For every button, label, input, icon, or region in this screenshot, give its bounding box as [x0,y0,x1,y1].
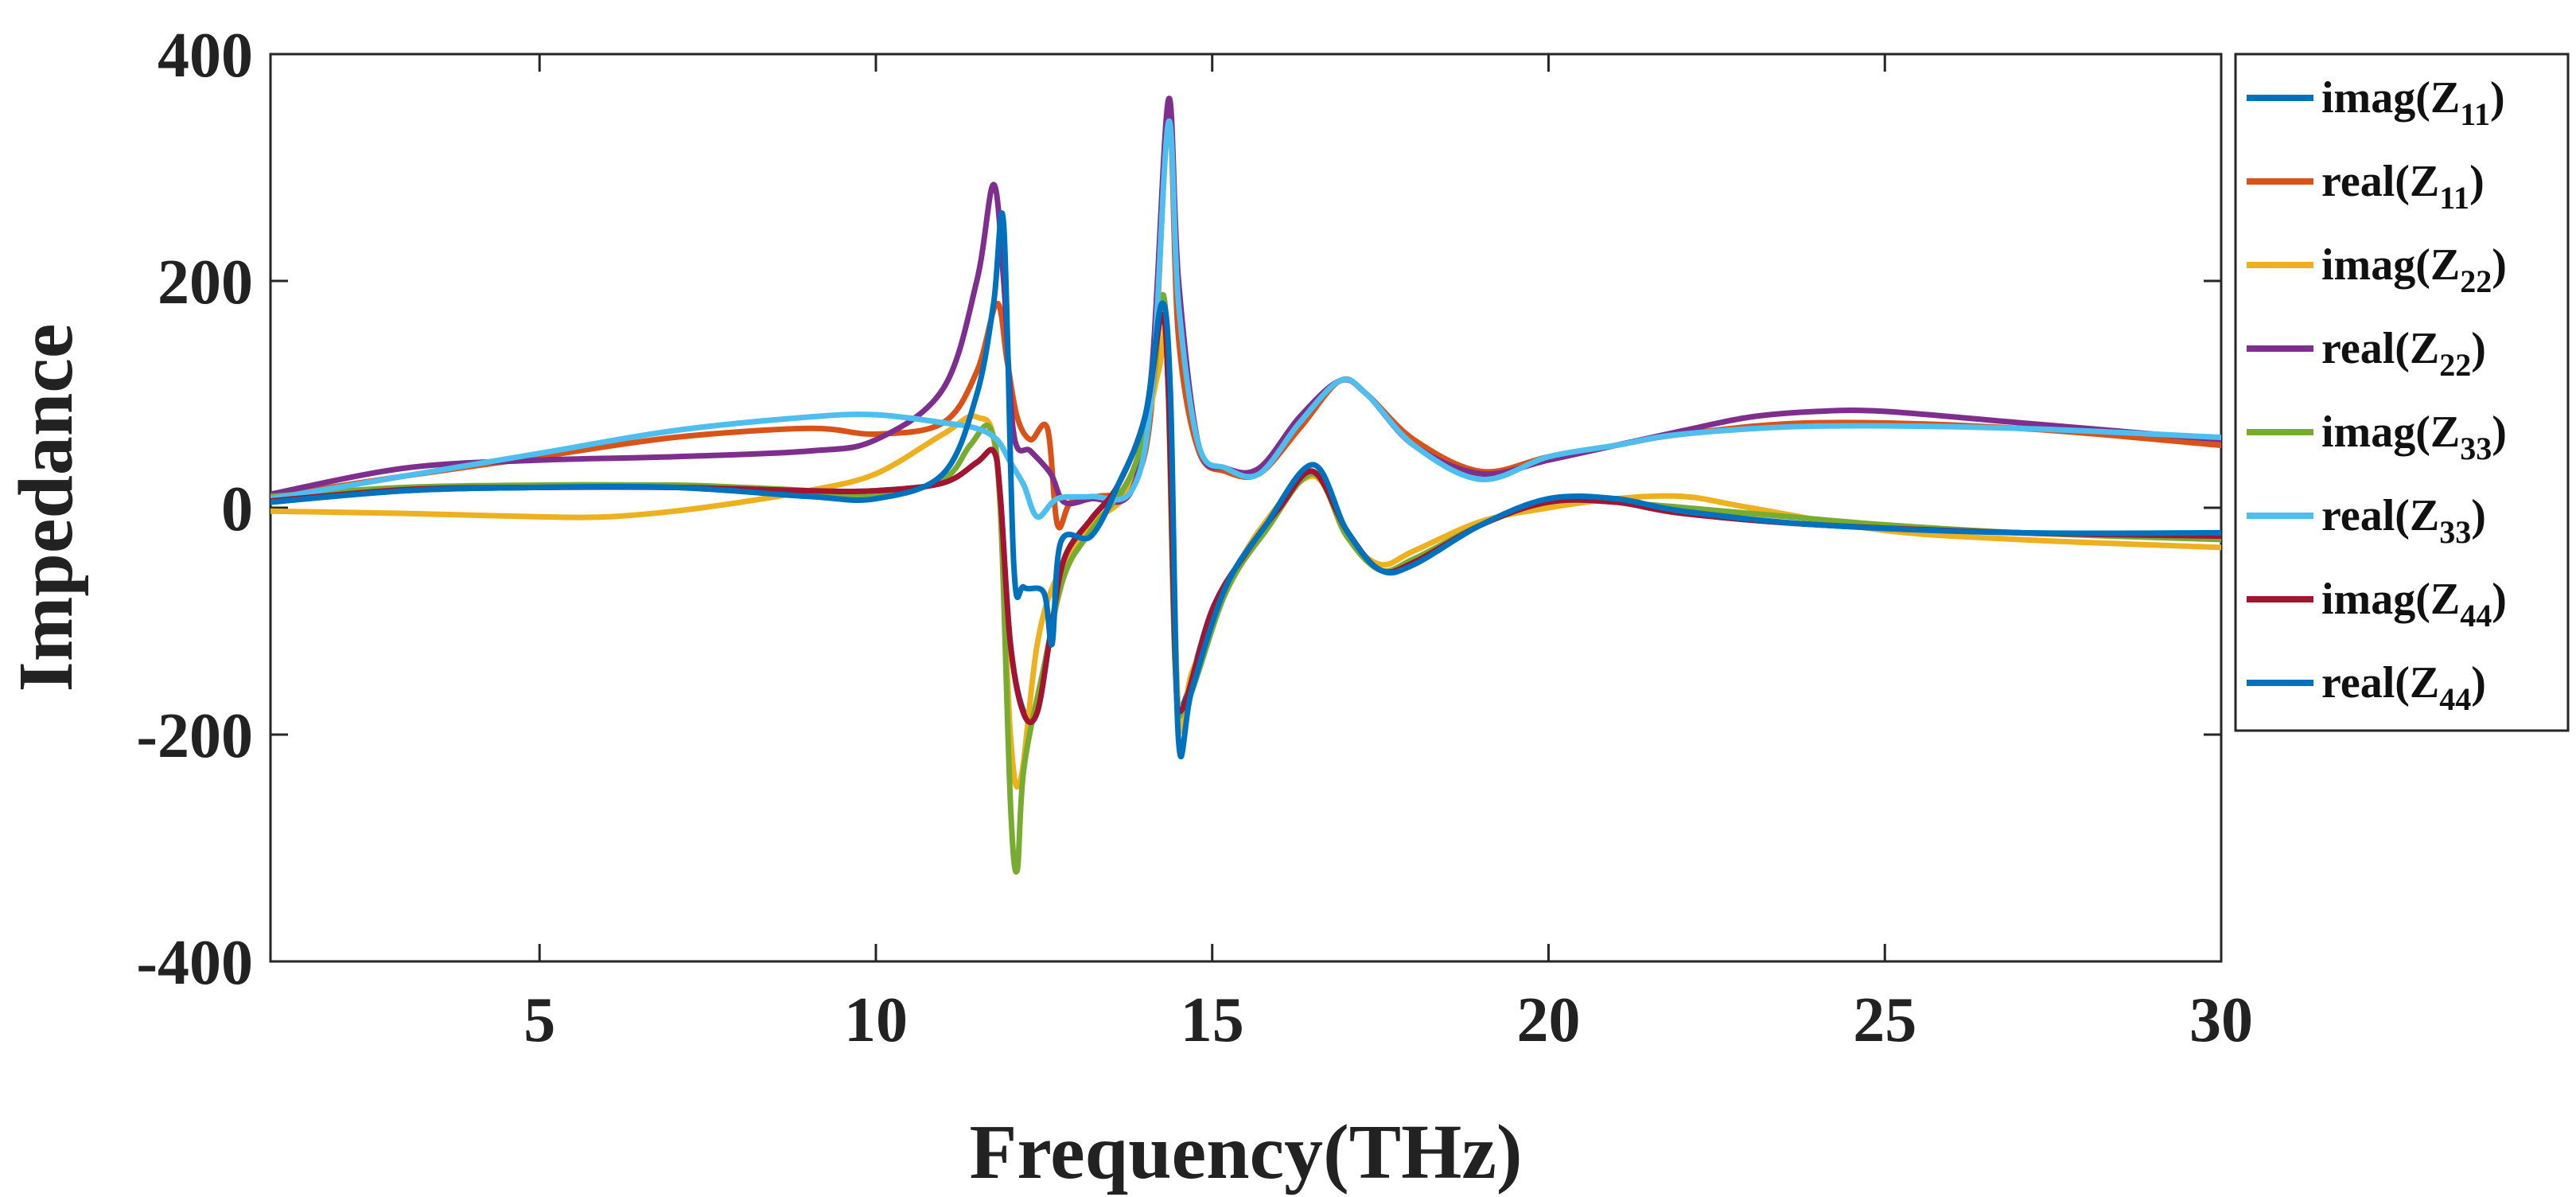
x-tick-label: 30 [2189,985,2253,1055]
series-line-imag-z44 [270,311,2221,726]
plot-area [269,53,2223,963]
series-line-real-z33 [270,118,2221,520]
legend-label-real-z44: real(Z44) [2321,658,2486,717]
y-tick-label: -400 [136,928,253,998]
legend: imag(Z11) real(Z11) imag(Z22) real(Z22) imag… [2234,53,2570,732]
series-line-real-z44 [270,210,2221,760]
x-tick-label: 25 [1853,985,1916,1055]
legend-label-imag-z11: imag(Z11) [2321,73,2505,132]
x-tick-label: 10 [844,985,908,1055]
legend-label-real-z22: real(Z22) [2321,324,2486,383]
x-axis-title: Frequency(THz) [970,1109,1523,1195]
legend-label-imag-z33: imag(Z33) [2321,407,2507,466]
y-tick-label: 200 [158,248,253,318]
y-tick-label: 400 [158,21,253,91]
legend-box [2234,53,2570,732]
x-tick-label: 20 [1516,985,1580,1055]
x-tick-label: 15 [1181,985,1244,1055]
y-tick-label: -200 [136,701,253,771]
series-lines [270,96,2221,875]
axis-ticks: 5 10 15 20 25 30 -400 -200 0 200 400 [136,21,2253,1055]
y-tick-label: 0 [221,474,253,544]
legend-label-imag-z44: imag(Z44) [2321,575,2507,634]
y-axis-title: Impedance [3,324,89,692]
legend-label-imag-z22: imag(Z22) [2321,240,2507,299]
legend-label-real-z33: real(Z33) [2321,491,2486,550]
legend-label-real-z11: real(Z11) [2321,157,2485,216]
x-tick-label: 5 [523,985,555,1055]
